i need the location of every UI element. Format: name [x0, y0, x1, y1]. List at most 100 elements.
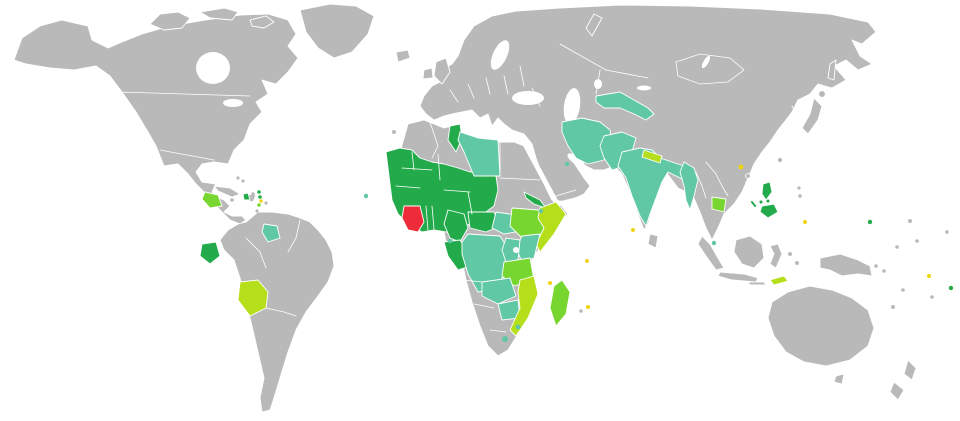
landmass-eurasia [419, 4, 877, 241]
border-sa-botswana [489, 329, 507, 333]
landmass-tasmania [833, 373, 845, 385]
region-tunisia [447, 123, 463, 153]
border-south-america-2 [287, 219, 301, 253]
border-namibia-botswana [473, 303, 495, 309]
landmass-moluccas-1 [787, 251, 793, 257]
landmass-cuba [213, 185, 241, 198]
lesotho-marker [502, 336, 508, 342]
border-thailand-laos [695, 171, 707, 199]
border-turkey-east [531, 87, 541, 107]
st-lucia-marker [259, 199, 263, 203]
reunion-marker [579, 309, 583, 313]
bahamas-marker-1 [236, 176, 240, 180]
cape-verde-marker [363, 193, 369, 199]
region-cambodia [711, 196, 727, 213]
canary-islands-marker [392, 130, 396, 134]
samoa-marker [948, 285, 954, 291]
landmass-moluccas-2 [794, 260, 800, 266]
landmass-sulawesi [769, 243, 783, 269]
region-eritrea [523, 191, 547, 209]
border-europe-2 [467, 83, 475, 99]
country-borders [117, 43, 799, 333]
border-europe-4 [503, 75, 509, 95]
border-morocco-algeria [429, 121, 439, 159]
landmass-sri-lanka [647, 233, 659, 249]
solomon-marker-2 [882, 269, 886, 273]
landmass-novaya-zemlya [585, 13, 603, 37]
seychelles-marker [585, 259, 589, 263]
island-markers [230, 130, 954, 342]
eswatini-marker [515, 324, 521, 330]
region-ecuador [199, 241, 221, 265]
landmass-lesser-sunda [747, 281, 767, 286]
border-south-america-1 [245, 237, 267, 269]
landmass-arctic-islands-3 [249, 15, 275, 29]
palau-marker [803, 220, 807, 224]
sao-tome-marker [447, 238, 453, 244]
nauru-marker [895, 245, 899, 249]
region-philippines-visayas-1 [758, 199, 764, 205]
djibouti-marker [538, 208, 544, 214]
hudson-bay [196, 52, 230, 84]
border-europe-3 [485, 77, 491, 95]
region-libya [457, 131, 501, 177]
region-guyana [261, 223, 281, 243]
lake-victoria [513, 247, 519, 253]
trinidad-marker [259, 214, 263, 218]
region-taiwan [776, 156, 784, 164]
dominica-marker [258, 195, 262, 199]
jamaica-marker [230, 198, 234, 202]
landmass-japan [801, 97, 823, 135]
new-caledonia-marker [891, 305, 895, 309]
colored-regions [199, 91, 789, 337]
border-west-africa-4 [395, 185, 421, 189]
region-philippines-visayas-2 [765, 198, 771, 204]
border-us-mexico [159, 149, 215, 161]
landmass-sumatra [697, 235, 725, 271]
black-sea [512, 91, 544, 105]
border-korea [791, 105, 799, 119]
hong-kong-marker [738, 164, 744, 170]
northern-mariana-marker [797, 186, 801, 190]
region-somalia [535, 201, 567, 253]
landmass-ireland [422, 67, 434, 80]
antigua-marker [257, 190, 261, 194]
border-mongolia [675, 53, 745, 85]
landmass-north-america [13, 13, 299, 225]
lake-baikal [701, 55, 711, 69]
barbados-marker [264, 201, 268, 205]
region-hainan [745, 173, 751, 179]
fiji-marker [930, 295, 934, 299]
region-cote-divoire [401, 205, 425, 233]
landmass-sakhalin [827, 59, 837, 81]
border-arabia-1 [555, 189, 577, 197]
puerto-rico-marker [251, 192, 255, 196]
st-vincent-marker [257, 203, 261, 207]
region-uzbekistan-tajikistan [595, 91, 655, 121]
landmass-arctic-islands-2 [199, 7, 239, 21]
grenada-marker [255, 209, 259, 213]
region-madagascar [549, 279, 571, 327]
landmass-australia [767, 285, 875, 367]
landmass-nz-south [889, 381, 905, 401]
landmass-iceland [395, 49, 411, 63]
region-haiti [242, 192, 251, 201]
region-iran [561, 117, 613, 165]
lake-balkhash [637, 85, 651, 91]
baltic-sea [490, 40, 510, 70]
border-west-africa-5 [443, 189, 471, 193]
region-zambia [481, 277, 517, 305]
vanuatu-marker [901, 288, 905, 292]
landmass-arctic-islands-1 [149, 11, 191, 31]
tuvalu-marker [927, 274, 931, 278]
region-philippines-mindanao [759, 203, 779, 219]
border-west-africa-2 [401, 167, 433, 171]
border-angola-zambia [463, 279, 483, 283]
great-lakes [223, 99, 243, 107]
border-russia-kazakhstan [559, 43, 649, 79]
border-canada-us [117, 91, 251, 97]
border-west-africa-7 [425, 205, 429, 231]
landmass-java [717, 271, 759, 283]
guam-marker [798, 194, 802, 198]
